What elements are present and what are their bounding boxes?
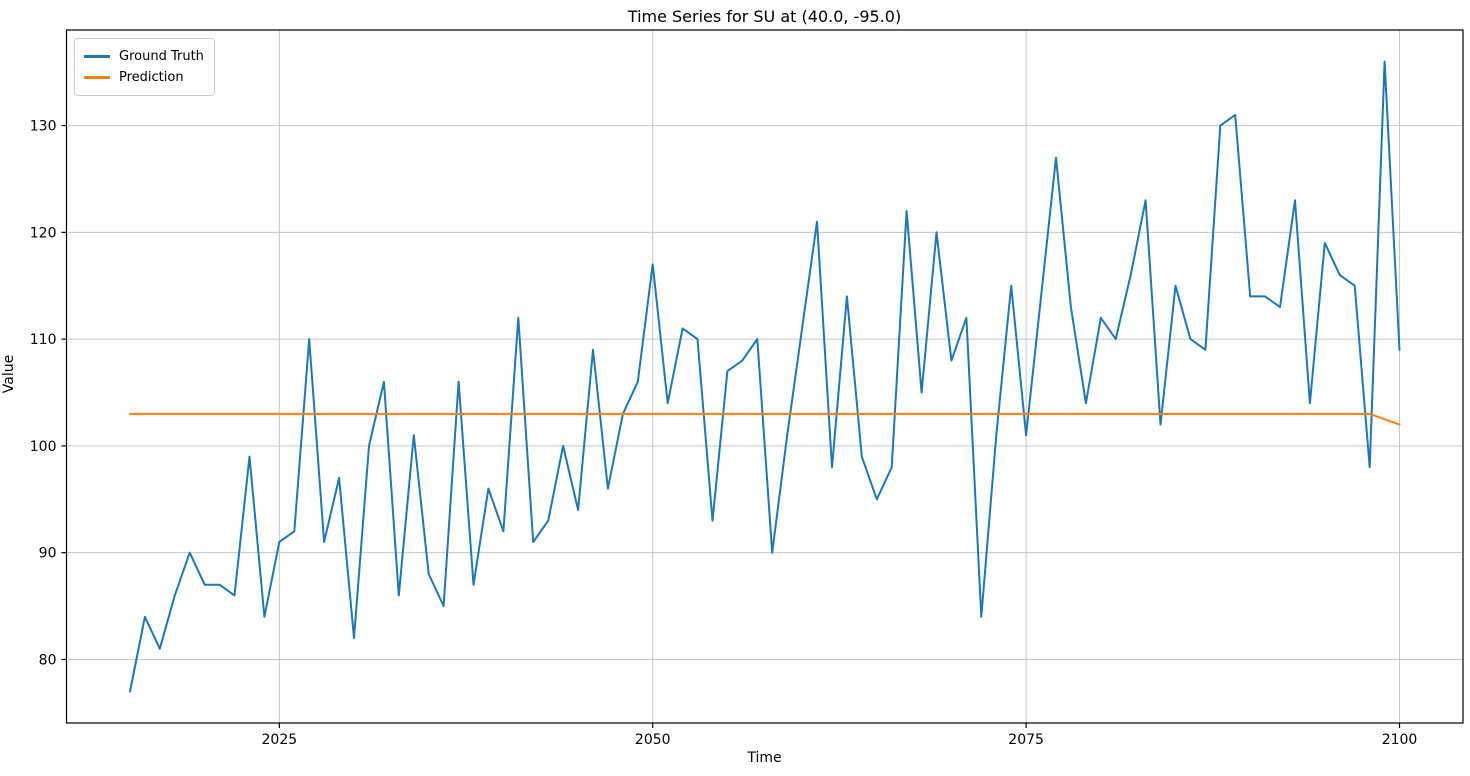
series-line-prediction [129, 412, 1401, 426]
legend: Ground Truth Prediction [74, 38, 215, 96]
axes-box [65, 29, 1464, 724]
series-line-ground-truth [129, 60, 1401, 693]
y-tick-label: 110 [30, 332, 57, 348]
y-tick-label: 100 [30, 439, 57, 455]
y-tick-label: 130 [30, 119, 57, 135]
legend-entry-prediction: Prediction [84, 67, 204, 88]
x-tick-label: 2075 [1008, 732, 1044, 748]
x-tick-label: 2050 [635, 732, 671, 748]
legend-label-ground-truth: Ground Truth [119, 49, 204, 64]
legend-entry-ground-truth: Ground Truth [84, 46, 204, 67]
y-tick-label: 90 [39, 546, 57, 562]
x-axis-label: Time [747, 750, 782, 766]
y-tick-label: 120 [30, 225, 57, 241]
x-tick-label: 2025 [262, 732, 298, 748]
legend-label-prediction: Prediction [119, 70, 184, 85]
ground-truth-line-icon [84, 55, 110, 58]
chart-title: Time Series for SU at (40.0, -95.0) [627, 7, 902, 26]
y-axis-label: Value [1, 354, 17, 394]
x-tick-label: 2100 [1382, 732, 1418, 748]
y-tick-label: 80 [39, 652, 57, 668]
prediction-line-icon [84, 76, 110, 79]
